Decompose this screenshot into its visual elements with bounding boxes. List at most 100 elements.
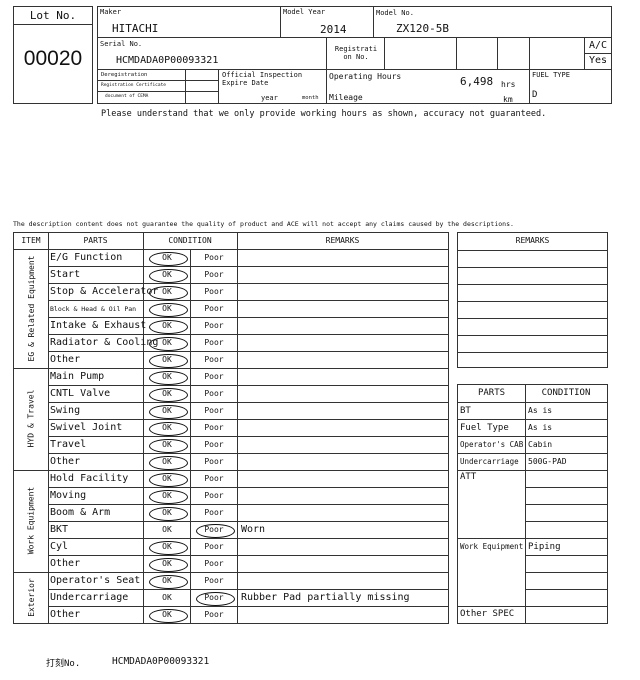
part-name: E/G Function [50,252,123,263]
poor-option[interactable]: Poor [204,559,224,568]
hours-unit: hrs [501,80,516,89]
item-group: HYD & Travel [14,369,48,471]
maker: HITACHI [112,22,159,35]
poor-option[interactable]: Poor [204,457,224,466]
part-name: Radiator & Cooling [50,337,159,348]
spec-part: BT [460,406,471,416]
part-name: Swivel Joint [50,422,123,433]
disclaimer: The description content does not guarant… [13,220,514,228]
ac-label: A/C [588,40,608,51]
table-row: Operator's Seat OK Poor [48,573,448,590]
fuel-type: D [532,90,538,100]
table-row: Stop & Accelerator OK Poor [48,284,448,301]
km-unit: km [503,95,513,104]
table-row: Other OK Poor [48,607,448,624]
poor-option[interactable]: Poor [204,423,224,432]
part-name: Operator's Seat [50,575,141,586]
ok-option[interactable]: OK [162,593,172,602]
poor-option[interactable]: Poor [204,440,224,449]
other-spec-label: Other SPEC [460,609,515,619]
registration-certificate-label: Registration Certificate [101,83,167,88]
selected-circle [149,252,188,266]
maker-label: Maker [100,8,122,16]
selected-circle [149,371,188,385]
att-label: ATT [460,472,477,482]
inspection-label: Official Inspection Expire Date [222,71,303,87]
part-name: BKT [50,524,69,535]
lot-box: Lot No. 00020 [13,6,93,104]
spec-row: Fuel Type As is [458,419,607,436]
table-row: Other OK Poor [48,352,448,369]
part-name: Travel [50,439,87,450]
part-name: Other [50,354,81,365]
poor-option[interactable]: Poor [204,253,224,262]
selected-circle [149,405,188,419]
remarks-header: REMARKS [515,236,550,245]
lot-number: 00020 [23,47,83,70]
part-name: Start [50,269,81,280]
part-name: Other [50,558,81,569]
ok-option[interactable]: OK [162,525,172,534]
spec-value: As is [528,406,553,415]
cema-label: document of CEMA [105,94,149,99]
selected-circle [196,592,235,606]
operating-hours: 6,498 [460,75,494,88]
header-condition: CONDITION [168,236,212,245]
table-row: Intake & Exhaust OK Poor [48,318,448,335]
selected-circle [149,303,188,317]
part-name: Undercarriage [50,592,129,603]
selected-circle [149,558,188,572]
spec-value: 500G-PAD [528,457,567,466]
poor-option[interactable]: Poor [204,474,224,483]
registration-label: Registrati on No. [334,45,378,61]
remarks: Rubber Pad partially missing [241,592,410,603]
spec-row: Operator's CAB Cabin [458,436,607,453]
remarks-table: REMARKS [457,232,608,368]
part-name: Intake & Exhaust [50,320,147,331]
header-remarks: REMARKS [325,236,360,245]
selected-circle [149,456,188,470]
selected-circle [149,439,188,453]
table-row: Undercarriage OK Poor Rubber Pad partial… [48,590,448,607]
table-row: Other OK Poor [48,556,448,573]
vehicle-info: Maker HITACHI Model Year 2014 Model No. … [97,6,612,104]
condition-table: ITEM PARTS CONDITION REMARKS E/G Functio… [13,232,449,624]
group-label: HYD & Travel [26,389,36,448]
table-row: Cyl OK Poor [48,539,448,556]
poor-option[interactable]: Poor [204,389,224,398]
part-name: CNTL Valve [50,388,111,399]
poor-option[interactable]: Poor [204,270,224,279]
poor-option[interactable]: Poor [204,372,224,381]
mileage-label: Mileage [329,93,363,102]
hours-notice: Please understand that we only provide w… [101,109,547,119]
poor-option[interactable]: Poor [204,576,224,585]
poor-option[interactable]: Poor [204,508,224,517]
poor-option[interactable]: Poor [204,287,224,296]
part-name: Boom & Arm [50,507,111,518]
poor-option[interactable]: Poor [204,406,224,415]
poor-option[interactable]: Poor [204,304,224,313]
poor-option[interactable]: Poor [204,355,224,364]
lot-label: Lot No. [14,7,92,25]
selected-circle [149,575,188,589]
table-row: BKT OK Poor Worn [48,522,448,539]
poor-option[interactable]: Poor [204,610,224,619]
part-name: Swing [50,405,81,416]
model-no-label: Model No. [376,9,414,17]
poor-option[interactable]: Poor [204,542,224,551]
poor-option[interactable]: Poor [204,491,224,500]
poor-option[interactable]: Poor [204,338,224,347]
table-row: Main Pump OK Poor [48,369,448,386]
selected-circle [149,354,188,368]
selected-circle [149,269,188,283]
operating-hours-label: Operating Hours [329,72,402,81]
poor-option[interactable]: Poor [204,321,224,330]
header-item: ITEM [21,236,41,245]
spec-row: Undercarriage 500G-PAD [458,453,607,470]
part-name: Stop & Accelerator [50,286,159,297]
table-row: Moving OK Poor [48,488,448,505]
selected-circle [149,541,188,555]
selected-circle [196,524,235,538]
group-label: Exterior [26,577,36,617]
